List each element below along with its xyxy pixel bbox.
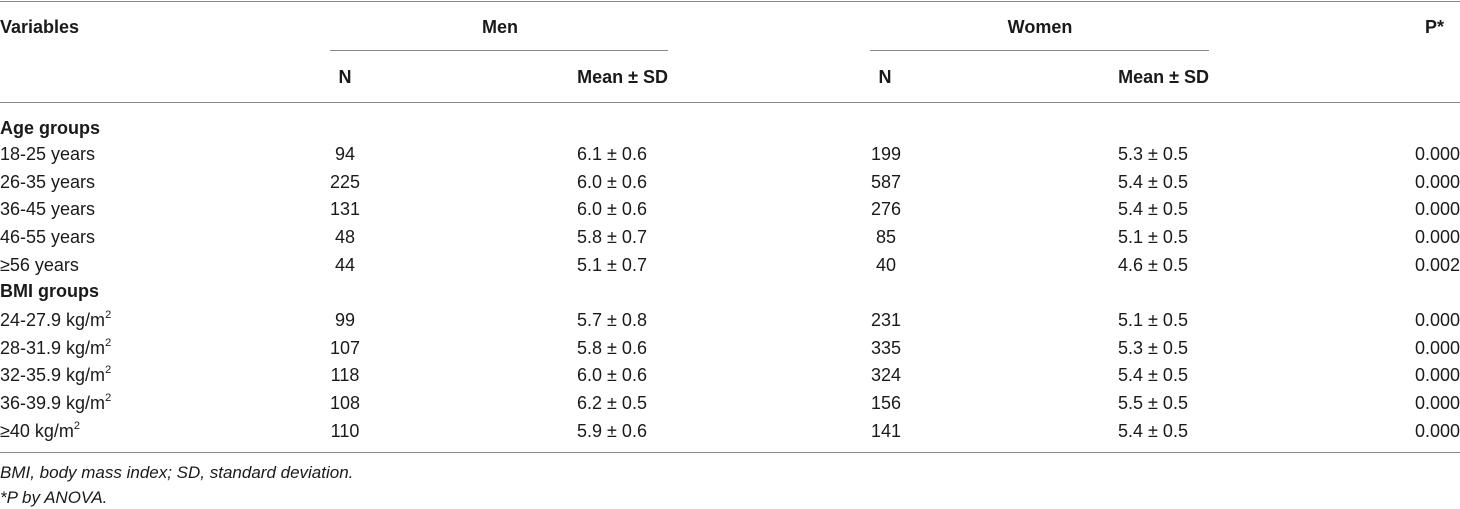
men-n: 107 (329, 338, 361, 358)
header-bottom-rule (0, 102, 1460, 103)
men-n: 44 (334, 255, 356, 275)
men-mean-sd: 6.1 ± 0.6 (577, 144, 647, 164)
p-value: 0.000 (1414, 172, 1460, 192)
women-n: 141 (870, 421, 902, 441)
header-women: Women (1007, 17, 1073, 37)
p-value: 0.000 (1414, 144, 1460, 164)
men-n: 131 (329, 199, 361, 219)
superscript: 2 (105, 392, 112, 404)
footnote-abbreviations: BMI, body mass index; SD, standard devia… (0, 463, 354, 482)
women-n: 156 (870, 393, 902, 413)
header-men: Men (482, 17, 518, 37)
women-mean-sd: 5.3 ± 0.5 (1118, 144, 1188, 164)
p-value: 0.000 (1414, 310, 1460, 330)
row-label: 24-27.9 kg/m2 (0, 309, 112, 331)
men-n: 99 (334, 310, 356, 330)
women-mean-sd: 4.6 ± 0.5 (1118, 255, 1188, 275)
women-n: 335 (870, 338, 902, 358)
p-value: 0.000 (1414, 199, 1460, 219)
men-mean-sd: 6.0 ± 0.6 (577, 365, 647, 385)
p-value: 0.000 (1414, 227, 1460, 247)
header-women-n: N (878, 67, 892, 87)
women-mean-sd: 5.5 ± 0.5 (1118, 393, 1188, 413)
header-p: P* (1424, 17, 1444, 37)
men-mean-sd: 6.0 ± 0.6 (577, 199, 647, 219)
header-women-mean-sd: Mean ± SD (1118, 67, 1209, 87)
women-n: 276 (870, 199, 902, 219)
men-n: 110 (330, 421, 360, 441)
men-mean-sd: 5.8 ± 0.7 (577, 227, 647, 247)
section-title-bmi-groups: BMI groups (0, 281, 99, 301)
row-label: 18-25 years (0, 144, 96, 164)
row-label: 26-35 years (0, 172, 96, 192)
women-n: 85 (875, 227, 897, 247)
superscript: 2 (73, 420, 81, 432)
row-label: 46-55 years (0, 227, 96, 247)
men-n: 48 (334, 227, 356, 247)
women-n: 587 (870, 172, 902, 192)
superscript: 2 (105, 364, 112, 376)
men-n: 118 (330, 365, 360, 385)
top-rule (0, 1, 1460, 2)
women-mean-sd: 5.4 ± 0.5 (1118, 365, 1188, 385)
row-label: ≥40 kg/m2 (0, 420, 81, 442)
p-value: 0.000 (1414, 393, 1460, 413)
p-value: 0.000 (1414, 338, 1460, 358)
women-n: 324 (870, 365, 902, 385)
header-men-n: N (338, 67, 352, 87)
header-men-mean-sd: Mean ± SD (577, 67, 668, 87)
men-n: 94 (334, 144, 356, 164)
women-mean-sd: 5.4 ± 0.5 (1118, 421, 1188, 441)
row-label: 36-45 years (0, 199, 96, 219)
men-mean-sd: 6.0 ± 0.6 (577, 172, 647, 192)
women-mean-sd: 5.1 ± 0.5 (1118, 310, 1188, 330)
header-variables: Variables (0, 17, 80, 37)
p-value: 0.000 (1414, 421, 1460, 441)
women-n: 40 (875, 255, 897, 275)
men-mean-sd: 5.1 ± 0.7 (577, 255, 647, 275)
women-mean-sd: 5.1 ± 0.5 (1118, 227, 1188, 247)
women-n: 231 (870, 310, 902, 330)
row-label: ≥56 years (0, 255, 79, 275)
p-value: 0.002 (1414, 255, 1460, 275)
men-mean-sd: 6.2 ± 0.5 (577, 393, 647, 413)
men-n: 108 (329, 393, 361, 413)
men-mean-sd: 5.8 ± 0.6 (577, 338, 647, 358)
men-group-rule (330, 50, 668, 51)
p-value: 0.000 (1414, 365, 1460, 385)
row-label: 32-35.9 kg/m2 (0, 364, 112, 386)
superscript: 2 (105, 309, 112, 321)
row-label: 36-39.9 kg/m2 (0, 392, 112, 414)
table-bottom-rule (0, 452, 1460, 453)
women-n: 199 (870, 144, 902, 164)
footnote-anova: *P by ANOVA. (0, 488, 108, 507)
row-label: 28-31.9 kg/m2 (0, 337, 112, 359)
section-title-age-groups: Age groups (0, 118, 101, 138)
women-mean-sd: 5.4 ± 0.5 (1118, 172, 1188, 192)
women-mean-sd: 5.3 ± 0.5 (1118, 338, 1188, 358)
men-mean-sd: 5.7 ± 0.8 (577, 310, 647, 330)
women-mean-sd: 5.4 ± 0.5 (1118, 199, 1188, 219)
men-n: 225 (329, 172, 361, 192)
men-mean-sd: 5.9 ± 0.6 (577, 421, 647, 441)
superscript: 2 (105, 337, 112, 349)
women-group-rule (870, 50, 1209, 51)
